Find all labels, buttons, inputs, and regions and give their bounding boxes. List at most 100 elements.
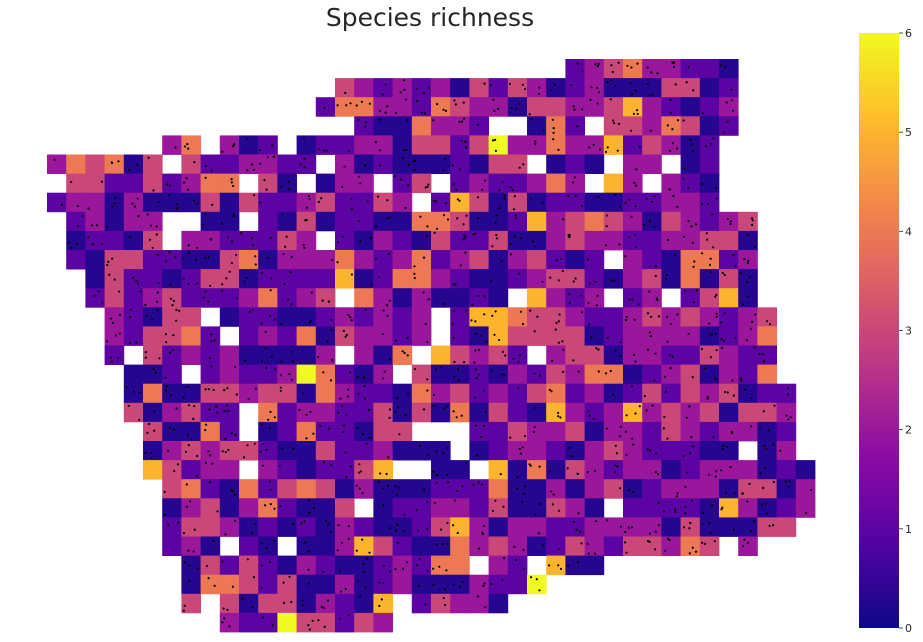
heatmap-cell — [373, 345, 393, 365]
heatmap-cell — [546, 78, 566, 98]
occurrence-point — [474, 232, 477, 235]
occurrence-point — [305, 413, 308, 416]
occurrence-point — [542, 544, 545, 547]
heatmap-cell — [584, 326, 605, 346]
occurrence-point — [521, 501, 524, 504]
heatmap-cell — [719, 230, 739, 251]
heatmap-cell — [469, 116, 489, 136]
occurrence-point — [117, 356, 120, 359]
heatmap-cell — [123, 211, 144, 232]
occurrence-point — [635, 109, 639, 112]
heatmap-cell — [123, 288, 144, 308]
heatmap-cell — [200, 326, 221, 346]
occurrence-point — [538, 86, 541, 89]
occurrence-point — [355, 104, 358, 107]
occurrence-point — [356, 426, 360, 429]
heatmap-cell — [296, 135, 317, 155]
occurrence-point — [435, 473, 439, 477]
heatmap-cell — [450, 326, 470, 346]
chart-title: Species richness — [326, 3, 534, 32]
heatmap-cell — [411, 517, 432, 537]
occurrence-point — [562, 370, 565, 373]
heatmap-cell — [200, 517, 221, 537]
occurrence-point — [361, 433, 364, 436]
occurrence-point — [387, 484, 390, 488]
occurrence-point — [109, 356, 113, 359]
heatmap-cell — [315, 460, 336, 480]
occurrence-point — [691, 376, 694, 379]
occurrence-point — [378, 581, 381, 584]
occurrence-point — [308, 628, 311, 631]
occurrence-point — [168, 251, 171, 254]
occurrence-point — [482, 584, 485, 587]
heatmap-cell — [546, 555, 566, 576]
occurrence-point — [188, 564, 191, 567]
occurrence-point — [676, 119, 680, 122]
occurrence-point — [462, 117, 466, 120]
occurrence-point — [185, 483, 188, 486]
occurrence-point — [630, 66, 633, 69]
heatmap-cell — [699, 498, 720, 518]
occurrence-point — [531, 240, 535, 243]
occurrence-point — [733, 492, 736, 495]
heatmap-cell — [162, 192, 182, 213]
occurrence-point — [478, 373, 481, 376]
heatmap-cell — [488, 211, 509, 232]
occurrence-point — [223, 617, 226, 620]
occurrence-point — [267, 418, 270, 421]
occurrence-point — [630, 526, 634, 529]
occurrence-point — [291, 360, 294, 363]
occurrence-point — [587, 302, 590, 305]
heatmap-cell — [661, 441, 681, 461]
occurrence-point — [666, 315, 669, 318]
occurrence-point — [478, 348, 481, 352]
heatmap-cell — [354, 517, 374, 537]
heatmap-cell — [680, 421, 701, 442]
occurrence-point — [132, 390, 136, 393]
occurrence-point — [266, 156, 269, 159]
occurrence-point — [495, 233, 498, 237]
heatmap-cell — [623, 402, 643, 423]
heatmap-cell — [143, 460, 163, 480]
occurrence-point — [273, 507, 276, 510]
occurrence-point — [346, 395, 349, 398]
heatmap-cell — [488, 421, 509, 442]
occurrence-point — [715, 293, 718, 297]
heatmap-cell — [373, 498, 393, 518]
occurrence-point — [385, 472, 388, 476]
heatmap-cell — [239, 269, 259, 289]
heatmap-cell — [546, 345, 566, 365]
heatmap-cell — [699, 135, 720, 155]
occurrence-point — [70, 246, 73, 249]
occurrence-point — [184, 450, 187, 453]
occurrence-point — [326, 340, 329, 343]
occurrence-point — [77, 225, 80, 228]
heatmap-cell — [565, 517, 585, 537]
heatmap-cell — [584, 479, 605, 499]
occurrence-point — [369, 237, 372, 240]
heatmap-cell — [603, 460, 624, 480]
occurrence-point — [386, 199, 389, 202]
heatmap-cell — [603, 173, 624, 194]
occurrence-point — [619, 525, 623, 528]
heatmap-cell — [431, 97, 451, 117]
occurrence-point — [549, 470, 552, 473]
occurrence-point — [636, 112, 639, 116]
colorbar-tick-label: 4 — [905, 225, 912, 238]
heatmap-cell — [296, 498, 317, 518]
occurrence-point — [210, 333, 213, 336]
occurrence-point — [398, 433, 401, 436]
occurrence-point — [245, 137, 248, 141]
occurrence-point — [113, 202, 117, 205]
occurrence-point — [626, 64, 629, 67]
occurrence-point — [688, 405, 691, 408]
heatmap-cell — [546, 116, 566, 136]
occurrence-point — [382, 332, 385, 336]
occurrence-point — [388, 570, 392, 573]
occurrence-point — [432, 470, 435, 473]
heatmap-cell — [469, 383, 489, 404]
occurrence-point — [186, 143, 189, 146]
heatmap-cell — [239, 479, 259, 499]
heatmap-cell — [642, 135, 662, 155]
